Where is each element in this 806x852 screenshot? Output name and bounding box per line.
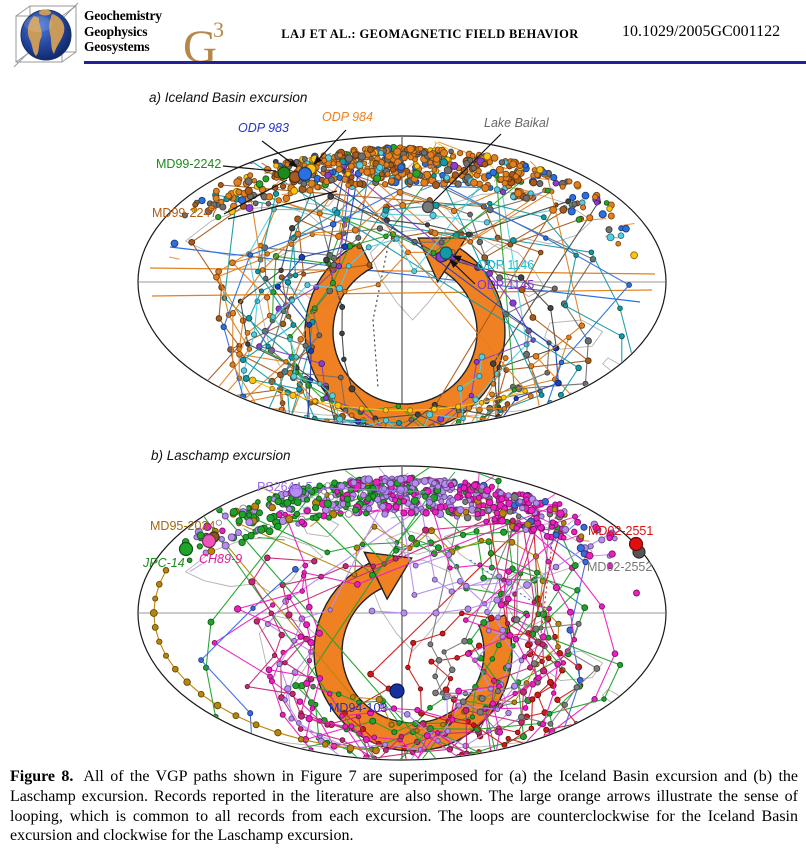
site-label-md95-2034: MD95-2034 [150,519,216,533]
running-title: LAJ ET AL.: GEOMAGNETIC FIELD BEHAVIOR [281,27,579,41]
caption-label: Figure 8. [10,768,74,785]
site-label-jpc-14: JPC-14 [143,556,185,570]
header-rule [84,61,806,64]
site-label-md94-103: MD94-103 [329,701,388,715]
doi: 10.1029/2005GC001122 [622,23,781,40]
label-leader-line [452,255,476,266]
journal-name: Geochemistry Geophysics Geosystems [84,8,162,55]
site-dot-jpc-14 [178,541,194,557]
globe-cube-icon [13,2,79,68]
figure-caption: Figure 8. All of the VGP paths shown in F… [10,767,798,846]
site-dot-lake-baikal [421,200,435,214]
panel-b-title: b) Laschamp excursion [151,448,291,463]
label-leader-line [227,190,338,220]
label-leader-line [321,487,429,493]
g3-logo: G3 [183,17,224,73]
site-label-ch89-9: CH89-9 [199,552,243,566]
site-dot-odp-1146 [439,246,453,260]
site-dot-md94-103 [389,683,405,699]
site-label-md99-2247: MD99-2247 [152,206,218,220]
label-leader-line [313,129,347,165]
caption-text: All of the VGP paths shown in Figure 7 a… [10,768,798,845]
site-label-md02-2552: MD02-2552 [587,560,653,574]
label-leader-line [223,179,288,215]
map-b-content [139,467,665,759]
label-leader-line [431,133,502,204]
map-b-boundary [137,465,667,761]
site-label-md02-2551: MD02-2551 [588,524,654,538]
panel-a-title: a) Iceland Basin excursion [149,90,308,105]
site-dot-odp-983 [297,166,313,182]
site-dot-ps2644-5 [288,483,304,499]
site-label-odp-984: ODP 984 [322,110,373,124]
site-label-odp-983: ODP 983 [238,121,289,135]
site-dot-md02-2551 [628,536,644,552]
site-label-odp-1145: ODP 1145 [477,278,535,292]
label-leader-line [449,259,476,285]
site-label-odp-1146: ODP 1146 [477,258,535,272]
site-label-md99-2242: MD99-2242 [156,157,222,171]
site-dot-ch89-9 [201,533,217,549]
journal-name-line3: Geosystems [84,39,150,54]
journal-name-line2: Geophysics [84,23,148,39]
journal-name-line1: Geochemistry [84,8,162,23]
site-label-lake-baikal: Lake Baikal [484,116,549,130]
site-label-ps2644-5: PS2644-5 [257,480,313,494]
map-a-boundary [137,135,667,429]
label-leader-line [222,165,277,172]
label-leader-line [261,140,298,168]
map-a-content [139,137,665,427]
site-dot-md99-2242 [277,166,291,180]
journal-header: Geochemistry Geophysics Geosystems G3 LA… [0,0,806,73]
